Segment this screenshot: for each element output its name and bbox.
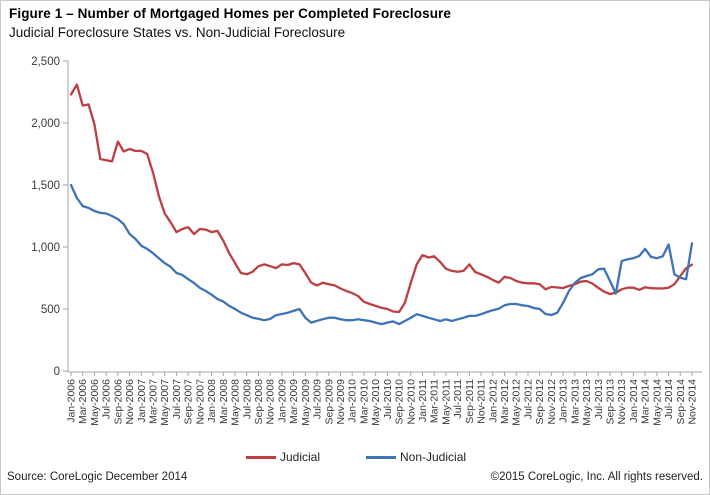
svg-text:Jan-2014: Jan-2014	[628, 379, 640, 423]
svg-text:May-2009: May-2009	[300, 379, 312, 426]
svg-text:Jan-2007: Jan-2007	[136, 379, 148, 423]
legend-item-judicial: Judicial	[245, 450, 320, 464]
svg-text:Jul-2013: Jul-2013	[593, 379, 605, 419]
svg-text:Jan-2008: Jan-2008	[206, 379, 218, 423]
svg-text:May-2010: May-2010	[370, 379, 382, 426]
svg-text:Nov-2008: Nov-2008	[265, 379, 277, 425]
svg-text:2,500: 2,500	[31, 56, 60, 68]
svg-text:Nov-2013: Nov-2013	[616, 379, 628, 425]
svg-text:Mar-2011: Mar-2011	[429, 379, 441, 423]
svg-text:Jan-2012: Jan-2012	[487, 379, 499, 423]
chart-footer: Source: CoreLogic December 2014 ©2015 Co…	[1, 471, 709, 483]
svg-text:May-2006: May-2006	[89, 379, 101, 426]
svg-text:Sep-2010: Sep-2010	[394, 379, 406, 425]
legend-label-judicial: Judicial	[279, 450, 320, 464]
footer-source: Source: CoreLogic December 2014	[7, 471, 188, 483]
svg-text:Jul-2010: Jul-2010	[382, 379, 394, 419]
svg-text:1,500: 1,500	[31, 180, 60, 192]
svg-text:Jan-2011: Jan-2011	[417, 379, 429, 422]
svg-text:Nov-2009: Nov-2009	[335, 379, 347, 425]
svg-text:Nov-2012: Nov-2012	[546, 379, 558, 425]
svg-text:Jul-2011: Jul-2011	[452, 379, 464, 419]
svg-text:1,000: 1,000	[31, 242, 60, 254]
svg-text:Mar-2009: Mar-2009	[288, 379, 300, 424]
svg-text:Mar-2008: Mar-2008	[218, 379, 230, 424]
svg-text:Jul-2006: Jul-2006	[101, 379, 113, 419]
svg-text:Nov-2007: Nov-2007	[194, 379, 206, 425]
svg-text:Nov-2010: Nov-2010	[405, 379, 417, 425]
svg-text:May-2007: May-2007	[159, 379, 171, 426]
svg-text:May-2014: May-2014	[651, 379, 663, 426]
svg-text:Mar-2006: Mar-2006	[77, 379, 89, 424]
svg-text:2,000: 2,000	[31, 118, 60, 130]
footer-copyright: ©2015 CoreLogic, Inc. All rights reserve…	[490, 471, 703, 483]
svg-text:Sep-2012: Sep-2012	[534, 379, 546, 425]
svg-text:May-2012: May-2012	[511, 379, 523, 426]
svg-text:Jul-2014: Jul-2014	[663, 379, 675, 419]
chart-svg: 0 500 1,000 1,500 2,000 2,500 Jan-2006 Mar-2006…	[31, 56, 702, 426]
page-subtitle: Judicial Foreclosure States vs. Non-Judi…	[9, 25, 346, 40]
svg-text:Sep-2008: Sep-2008	[253, 379, 265, 425]
svg-text:Sep-2009: Sep-2009	[323, 379, 335, 425]
svg-text:Sep-2006: Sep-2006	[112, 379, 124, 425]
svg-text:May-2013: May-2013	[581, 379, 593, 426]
svg-text:Jul-2008: Jul-2008	[241, 379, 253, 419]
svg-text:Sep-2013: Sep-2013	[604, 379, 616, 425]
svg-text:Jul-2007: Jul-2007	[171, 379, 183, 419]
chart-legend: Judicial Non-Judicial	[1, 450, 709, 464]
svg-text:Sep-2007: Sep-2007	[183, 379, 195, 425]
svg-text:Mar-2013: Mar-2013	[569, 379, 581, 424]
svg-text:Jan-2006: Jan-2006	[66, 379, 78, 423]
svg-text:Jan-2010: Jan-2010	[347, 379, 359, 423]
svg-text:Jan-2013: Jan-2013	[558, 379, 570, 423]
page-title: Figure 1 – Number of Mortgaged Homes per…	[9, 6, 452, 21]
svg-text:Mar-2010: Mar-2010	[358, 379, 370, 424]
svg-text:Jan-2009: Jan-2009	[276, 379, 288, 423]
svg-text:Mar-2014: Mar-2014	[640, 379, 652, 424]
svg-text:Mar-2012: Mar-2012	[499, 379, 511, 424]
svg-text:May-2011: May-2011	[440, 379, 452, 425]
svg-text:Sep-2014: Sep-2014	[675, 379, 687, 425]
svg-text:Nov-2006: Nov-2006	[124, 379, 136, 425]
svg-text:Mar-2007: Mar-2007	[148, 379, 160, 424]
svg-text:Jul-2009: Jul-2009	[312, 379, 324, 419]
svg-text:Jul-2012: Jul-2012	[522, 379, 534, 419]
svg-text:Nov-2014: Nov-2014	[687, 379, 699, 425]
svg-text:0: 0	[54, 366, 60, 378]
legend-label-non-judicial: Non-Judicial	[400, 450, 467, 464]
legend-item-non-judicial: Non-Judicial	[366, 450, 466, 464]
svg-text:Sep-2011: Sep-2011	[464, 379, 476, 424]
judicial-line-swatch	[245, 455, 276, 459]
svg-text:Nov-2011: Nov-2011	[476, 379, 488, 424]
non-judicial-line-swatch	[366, 455, 396, 459]
svg-text:May-2008: May-2008	[230, 379, 242, 426]
svg-text:500: 500	[41, 304, 60, 316]
